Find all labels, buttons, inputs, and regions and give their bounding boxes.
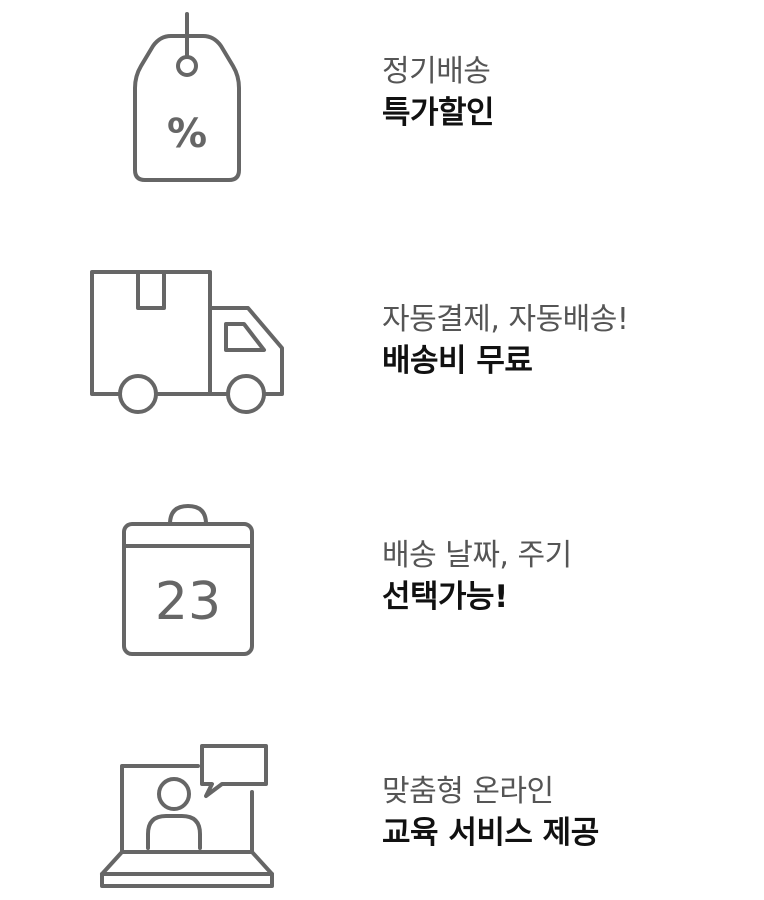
benefit-subtitle: 자동결제, 자동배송! xyxy=(382,302,629,337)
online-education-icon xyxy=(98,742,274,892)
benefit-title: 배송비 무료 xyxy=(382,343,533,379)
svg-text:%: % xyxy=(167,111,207,157)
benefit-title: 특가할인 xyxy=(382,95,495,131)
benefit-text-discount: 정기배송 특가할인 xyxy=(382,52,495,134)
benefit-item-online-education: 맞춤형 온라인 교육 서비스 제공 xyxy=(0,720,764,900)
benefit-subtitle: 배송 날짜, 주기 xyxy=(382,538,572,573)
benefit-text-schedule: 배송 날짜, 주기 선택가능! xyxy=(382,536,572,618)
benefit-item-free-shipping: 자동결제, 자동배송! 배송비 무료 xyxy=(0,240,764,440)
benefit-subtitle: 맞춤형 온라인 xyxy=(382,774,554,809)
calendar-icon: 23 xyxy=(120,504,256,658)
benefit-subtitle: 정기배송 xyxy=(382,54,491,89)
calendar-day: 23 xyxy=(155,572,221,632)
benefit-text-free-shipping: 자동결제, 자동배송! 배송비 무료 xyxy=(382,300,629,382)
benefit-title: 교육 서비스 제공 xyxy=(382,815,599,851)
delivery-truck-icon xyxy=(88,268,288,418)
benefit-item-schedule: 23 배송 날짜, 주기 선택가능! xyxy=(0,480,764,680)
benefit-title: 선택가능! xyxy=(382,579,508,615)
benefit-text-online-education: 맞춤형 온라인 교육 서비스 제공 xyxy=(382,772,599,854)
benefit-item-discount: % 정기배송 특가할인 xyxy=(0,0,764,200)
price-tag-icon: % xyxy=(130,10,246,190)
